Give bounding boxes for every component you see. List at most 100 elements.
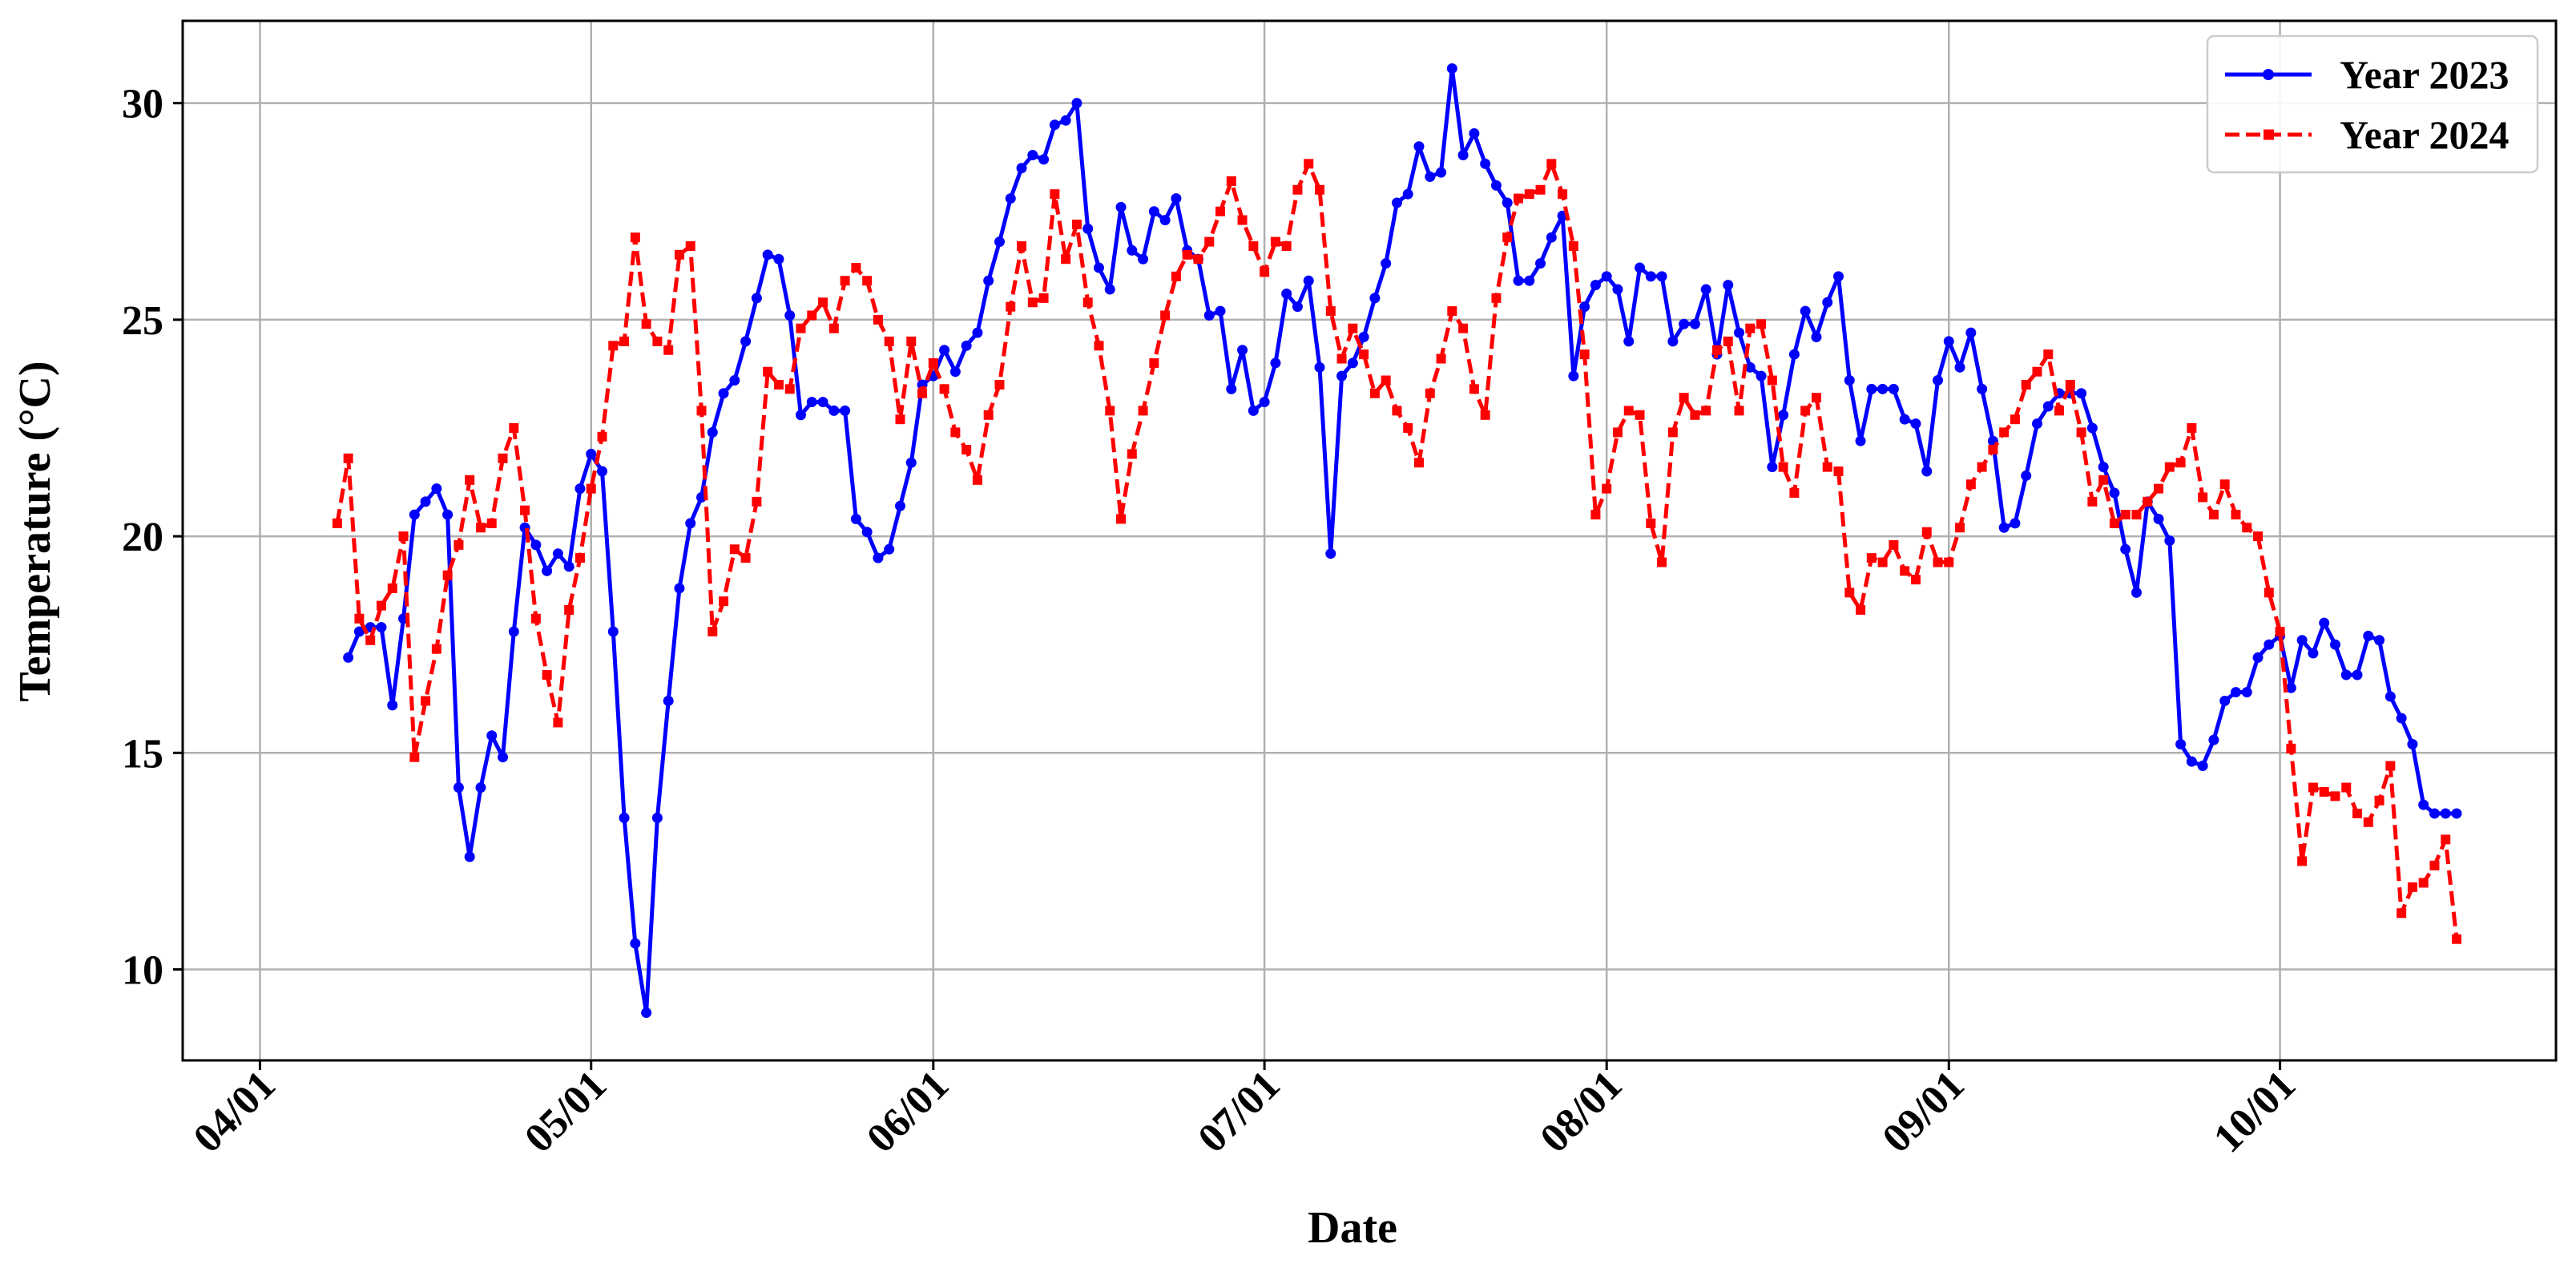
data-point — [1104, 284, 1115, 295]
data-point — [2109, 487, 2120, 499]
data-point — [343, 453, 353, 463]
data-point — [2143, 496, 2153, 507]
data-point — [1259, 397, 1270, 408]
data-point — [1513, 193, 1523, 204]
data-point — [796, 323, 806, 333]
data-point — [1767, 375, 1777, 386]
series-2023 — [343, 63, 2462, 1019]
data-point — [729, 544, 740, 555]
data-point — [972, 474, 982, 485]
data-point — [2374, 635, 2385, 646]
data-point — [619, 812, 630, 823]
data-point — [718, 388, 729, 399]
data-point — [2032, 366, 2042, 377]
data-point — [486, 518, 497, 528]
data-point — [1325, 548, 1336, 559]
data-point — [2043, 349, 2054, 360]
data-point — [828, 405, 840, 416]
data-point — [1127, 449, 1137, 459]
data-point — [332, 518, 342, 528]
data-point — [1050, 189, 1060, 200]
data-point — [365, 635, 376, 645]
data-point — [1315, 184, 1325, 195]
data-point — [1358, 332, 1369, 343]
data-point — [1348, 323, 1358, 333]
y-tick-label: 10 — [122, 948, 163, 994]
data-point — [2031, 418, 2042, 430]
data-point — [696, 406, 707, 416]
y-tick-label: 15 — [122, 731, 163, 777]
data-point — [740, 553, 751, 563]
data-point — [552, 548, 563, 559]
data-point — [1833, 271, 1844, 282]
data-point — [1215, 305, 1226, 317]
data-point — [2308, 648, 2319, 659]
data-point — [1910, 418, 1921, 430]
data-point — [1965, 327, 1977, 338]
data-point — [1336, 353, 1347, 364]
data-point — [2219, 695, 2231, 706]
y-tick-label: 20 — [122, 515, 163, 560]
data-point — [2285, 682, 2296, 693]
data-point — [1402, 188, 1413, 200]
data-point — [1325, 306, 1336, 317]
data-point — [409, 509, 420, 520]
data-point — [652, 336, 663, 346]
data-point — [1513, 275, 1524, 286]
data-point — [1689, 318, 1700, 329]
data-point — [1491, 293, 1502, 303]
data-point — [850, 513, 861, 524]
data-point — [2076, 388, 2087, 399]
data-point — [2407, 738, 2418, 749]
data-point — [873, 552, 884, 563]
data-point — [1115, 201, 1127, 212]
data-point — [1933, 375, 1944, 386]
x-tick-label: 07/01 — [1190, 1062, 1289, 1161]
data-point — [1116, 514, 1127, 524]
data-point — [1811, 393, 1821, 403]
data-point — [1281, 241, 1292, 252]
data-point — [1006, 301, 1016, 312]
x-tick-label: 08/01 — [1532, 1062, 1631, 1161]
data-point — [2208, 734, 2219, 745]
data-point — [398, 531, 409, 542]
data-point — [1822, 297, 1833, 308]
data-point — [895, 414, 905, 425]
data-point — [2242, 523, 2252, 533]
data-point — [1457, 150, 1469, 161]
data-point — [1635, 410, 1645, 420]
data-point — [641, 1008, 652, 1019]
data-point — [2164, 462, 2175, 472]
data-point — [1446, 63, 1457, 74]
data-point — [387, 700, 398, 711]
data-point — [1127, 244, 1138, 256]
data-point — [773, 253, 784, 264]
data-point — [2407, 882, 2417, 892]
data-point — [1149, 357, 1159, 368]
data-point — [2076, 427, 2086, 438]
x-tick-label: 05/01 — [516, 1062, 615, 1161]
data-point — [1094, 341, 1104, 351]
data-point — [884, 543, 895, 555]
data-point — [807, 310, 817, 321]
data-point — [663, 345, 674, 355]
data-point — [1623, 336, 1635, 347]
data-point — [2120, 543, 2131, 555]
data-point — [630, 938, 641, 949]
data-point — [949, 366, 961, 378]
data-point — [1833, 466, 1844, 477]
data-point — [719, 596, 729, 607]
data-point — [553, 717, 563, 728]
data-point — [1635, 262, 1646, 273]
data-point — [2352, 808, 2363, 818]
data-point — [1381, 375, 1391, 386]
data-point — [861, 527, 873, 538]
data-point — [1182, 249, 1192, 260]
data-point — [1645, 271, 1656, 282]
data-point — [751, 293, 762, 304]
data-point — [2021, 470, 2032, 481]
data-point — [2065, 379, 2075, 390]
data-point — [530, 539, 542, 551]
data-point — [1347, 357, 1358, 369]
data-point — [1866, 383, 1877, 394]
